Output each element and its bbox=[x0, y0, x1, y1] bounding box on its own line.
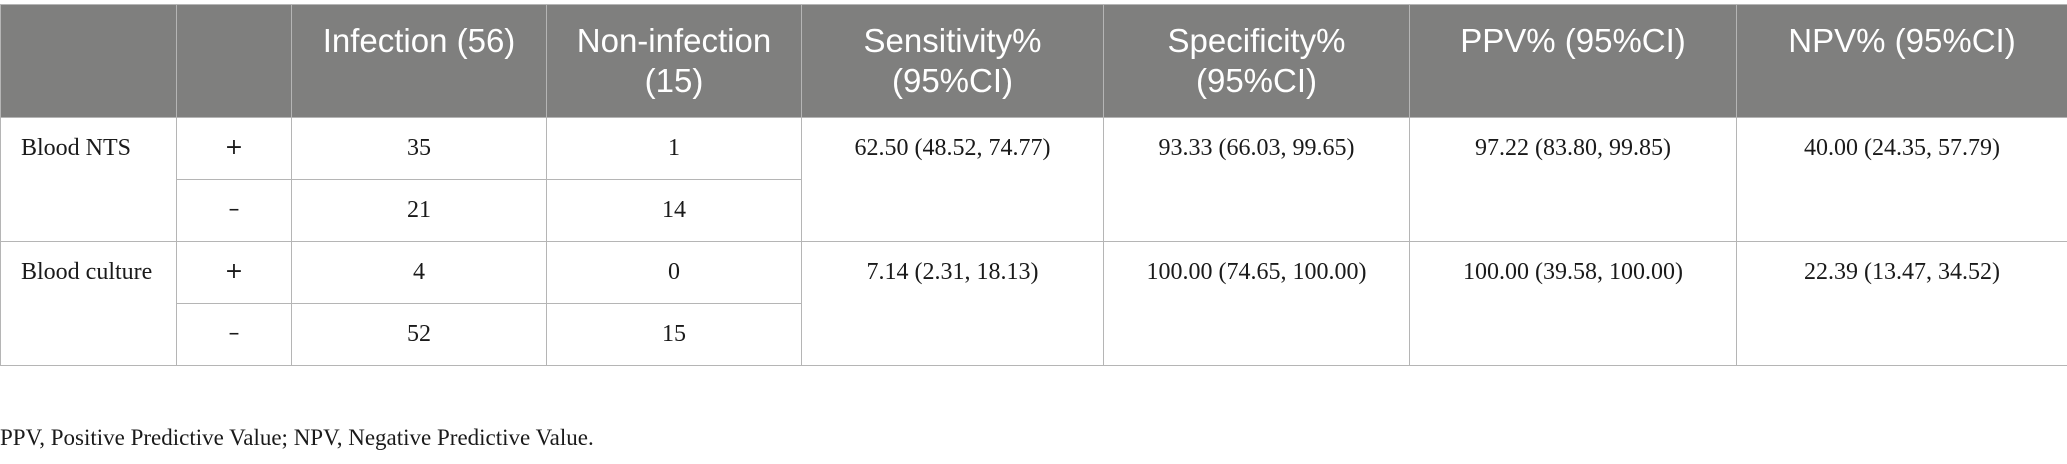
infection-count: 35 bbox=[291, 117, 547, 180]
group-label-blood-nts: Blood NTS bbox=[0, 117, 177, 242]
non-infection-count: 14 bbox=[546, 179, 802, 242]
non-infection-count: 0 bbox=[546, 241, 802, 304]
sign-positive: + bbox=[176, 117, 292, 180]
table-row: Blood NTS + 35 1 62.50 (48.52, 74.77) 93… bbox=[0, 117, 2067, 242]
table-row: Blood culture + 4 0 7.14 (2.31, 18.13) 1… bbox=[0, 241, 2067, 366]
table-row: – 21 14 bbox=[1, 179, 2067, 242]
non-infection-count: 15 bbox=[546, 303, 802, 366]
infection-count: 21 bbox=[291, 179, 547, 242]
non-infection-count: 1 bbox=[546, 117, 802, 180]
header-ppv: PPV% (95%CI) bbox=[1409, 4, 1737, 118]
infection-count: 52 bbox=[291, 303, 547, 366]
group-label-blood-culture: Blood culture bbox=[0, 241, 177, 366]
npv-value: 40.00 (24.35, 57.79) bbox=[1736, 117, 2067, 242]
header-infection: Infection (56) bbox=[291, 4, 547, 118]
header-npv: NPV% (95%CI) bbox=[1736, 4, 2067, 118]
header-sign bbox=[176, 4, 292, 118]
specificity-value: 100.00 (74.65, 100.00) bbox=[1103, 241, 1410, 366]
header-corner bbox=[0, 4, 177, 118]
infection-count: 4 bbox=[291, 241, 547, 304]
sensitivity-value: 62.50 (48.52, 74.77) bbox=[801, 117, 1104, 242]
specificity-value: 93.33 (66.03, 99.65) bbox=[1103, 117, 1410, 242]
header-specificity: Specificity% (95%CI) bbox=[1103, 4, 1410, 118]
ppv-value: 100.00 (39.58, 100.00) bbox=[1409, 241, 1737, 366]
diagnostic-performance-table: Infection (56) Non-infection (15) Sensit… bbox=[0, 4, 2067, 366]
header-sensitivity: Sensitivity% (95%CI) bbox=[801, 4, 1104, 118]
sensitivity-value: 7.14 (2.31, 18.13) bbox=[801, 241, 1104, 366]
header-row: Infection (56) Non-infection (15) Sensit… bbox=[0, 4, 2067, 118]
sign-negative: – bbox=[176, 303, 292, 366]
header-non-infection: Non-infection (15) bbox=[546, 4, 802, 118]
table-row: – 52 15 bbox=[1, 303, 2067, 366]
table-footnote: PPV, Positive Predictive Value; NPV, Neg… bbox=[0, 425, 594, 450]
sign-positive: + bbox=[176, 241, 292, 304]
npv-value: 22.39 (13.47, 34.52) bbox=[1736, 241, 2067, 366]
ppv-value: 97.22 (83.80, 99.85) bbox=[1409, 117, 1737, 242]
sign-negative: – bbox=[176, 179, 292, 242]
